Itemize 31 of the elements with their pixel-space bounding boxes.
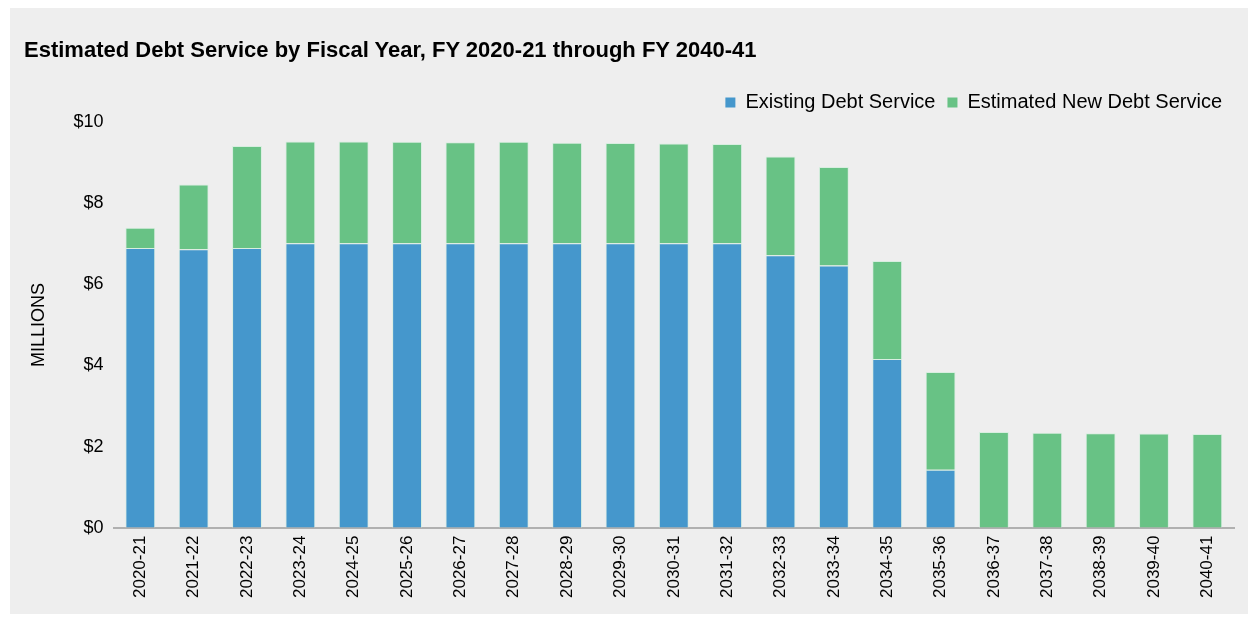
x-tick-label: 2040-41: [1197, 535, 1217, 598]
x-tick-label: 2033-34: [823, 535, 843, 598]
x-tick-label: 2022-23: [236, 535, 256, 598]
x-tick-label: 2021-22: [183, 535, 203, 598]
x-tick-label: 2032-33: [770, 535, 790, 598]
x-tick-label: 2030-31: [663, 535, 683, 598]
x-tick-label: 2037-38: [1036, 535, 1056, 598]
x-tick-label: 2034-35: [876, 535, 896, 598]
x-tick-label: 2029-30: [610, 535, 630, 598]
x-tick-label: 2028-29: [556, 535, 576, 598]
y-tick-label: $6: [83, 273, 104, 294]
x-tick-label: 2020-21: [130, 535, 149, 598]
x-tick-label: 2025-26: [396, 535, 416, 598]
y-tick-label: $2: [83, 435, 104, 456]
x-tick-label: 2035-36: [930, 535, 950, 598]
y-tick-label: $4: [83, 354, 104, 375]
y-tick-label: $10: [73, 111, 104, 132]
x-tick-label: 2024-25: [343, 535, 363, 598]
chart-title: Estimated Debt Service by Fiscal Year, FY 2020-21 through FY 2040-41: [24, 37, 757, 63]
y-tick-label: $0: [83, 516, 104, 537]
legend-label: Estimated New Debt Service: [967, 89, 1223, 112]
x-tick-label: 2038-39: [1090, 535, 1110, 598]
x-tick-label: 2039-40: [1143, 535, 1163, 598]
x-tick-label: 2036-37: [983, 535, 1003, 598]
x-tick-label: 2026-27: [450, 535, 470, 598]
x-tick-label: 2027-28: [503, 535, 523, 598]
x-tick-label: 2023-24: [290, 535, 310, 598]
y-tick-label: $8: [83, 192, 104, 213]
x-tick-label: 2031-32: [716, 535, 736, 598]
y-axis-title: MILLIONS: [27, 282, 48, 368]
legend-label: Existing Debt Service: [745, 89, 936, 112]
